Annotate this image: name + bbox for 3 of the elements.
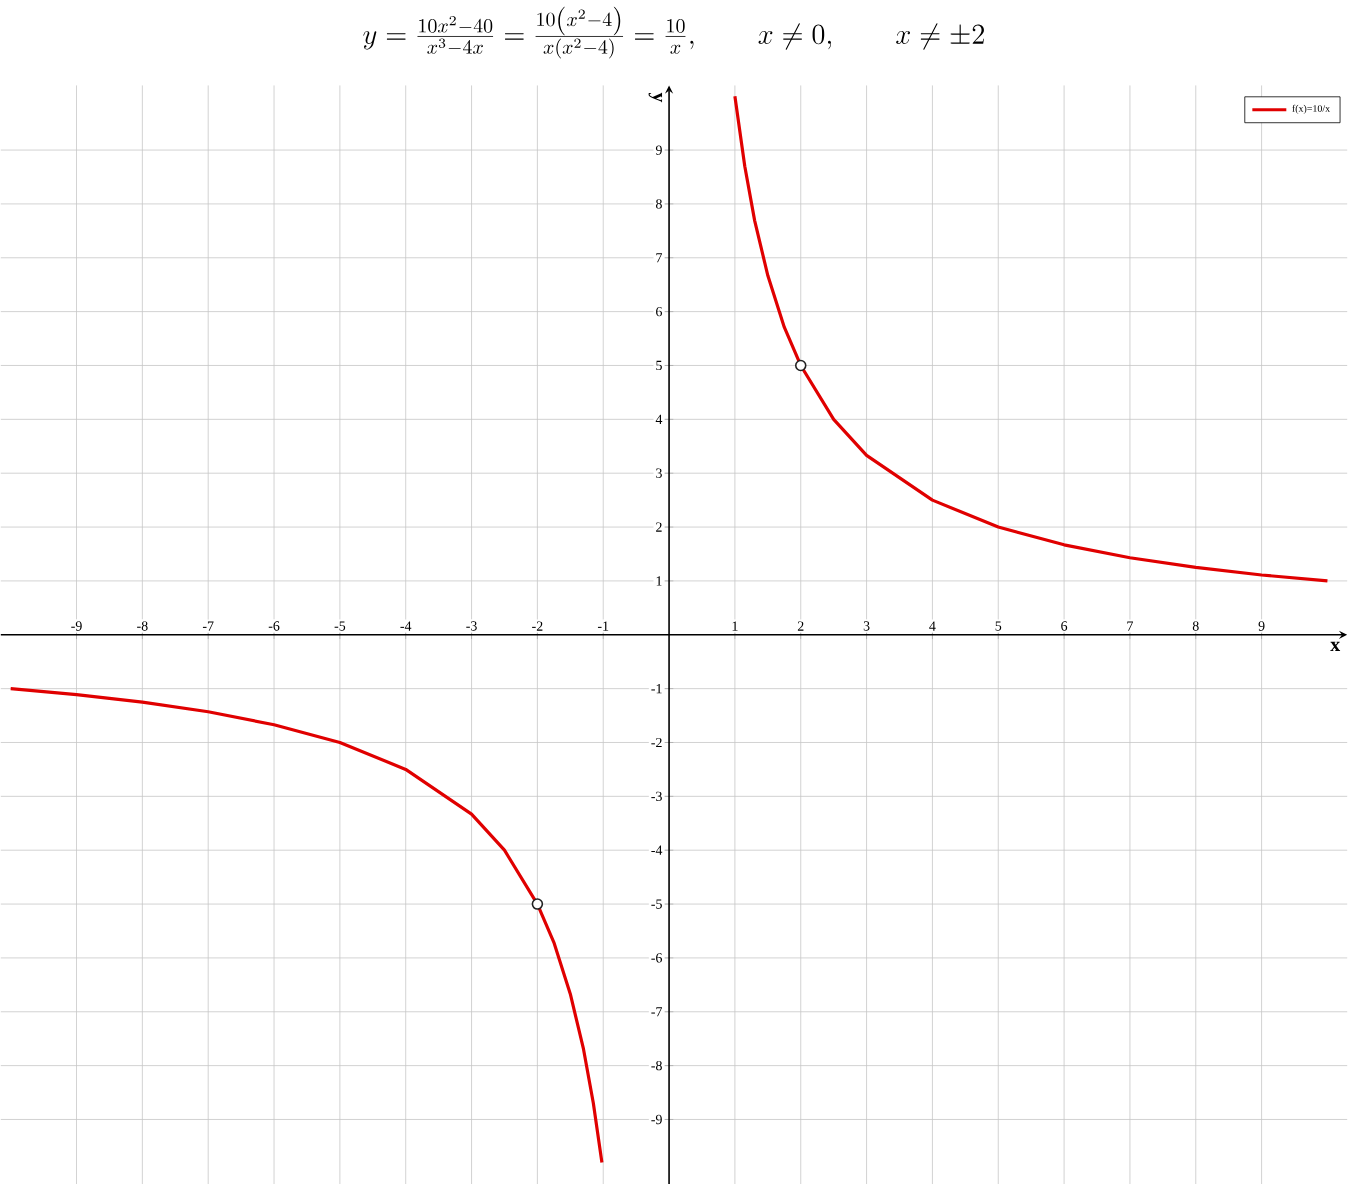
y-axis-title: y [648, 92, 663, 102]
x-axis-title: x [1330, 641, 1341, 651]
chart-title: $y=\frac{10x^2-40}{x^3-4x}=\frac{10\left(x^2-4\right)}{x\left(x^2-4\right)}=\frac{10}{x},\qquad x\neq 0,\qquad x\neq \pm 2$ [363, 6, 984, 59]
